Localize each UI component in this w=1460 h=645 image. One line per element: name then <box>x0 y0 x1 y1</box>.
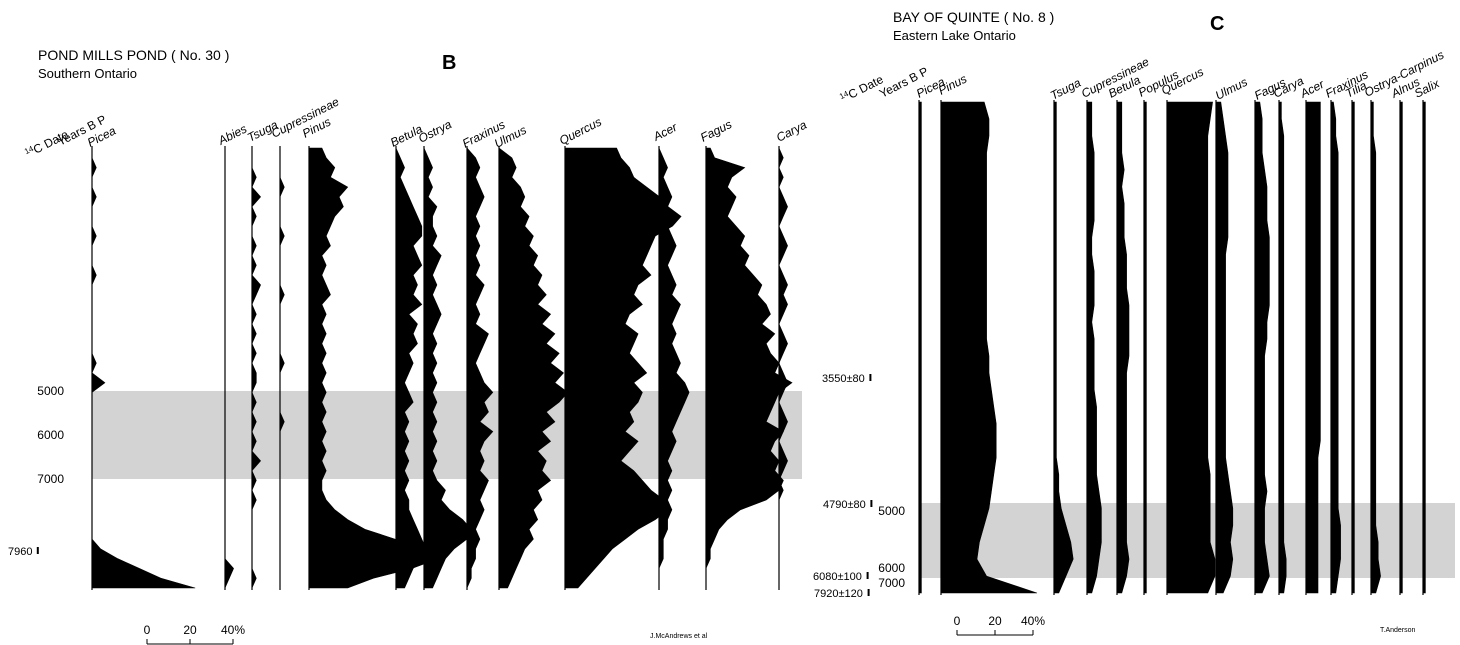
panel-b-pinus-curve <box>308 147 439 589</box>
panel-c-title: BAY OF QUINTE ( No. 8 ) <box>893 9 1054 25</box>
panel-c-scale-label: 0 <box>954 614 961 628</box>
panel-b-fraxinus-curve <box>466 147 494 589</box>
panel-b-date-marker <box>36 547 39 554</box>
panel-c-acer-curve <box>1305 101 1321 594</box>
panel-c-year-tick-6000: 6000 <box>878 561 905 575</box>
panel-b-dates: 7960 <box>8 546 39 558</box>
panel-b-fagus-curve <box>705 147 793 588</box>
panel-c-date-marker <box>870 500 873 507</box>
panel-b-scale-bar: 0 20 40% <box>144 623 245 645</box>
panel-c-quercus-curve <box>1166 101 1216 594</box>
panel-b-acer-label: Acer <box>650 120 680 145</box>
panel-b-abies-label: Abies <box>215 122 249 149</box>
panel-b-year-tick-7000: 7000 <box>37 472 64 486</box>
panel-c-tsuga-curve <box>1053 101 1074 594</box>
panel-c-cupressineae-curve <box>1086 101 1102 594</box>
panel-c-scale-label: 20 <box>988 614 1002 628</box>
panel-c-fagus-curve <box>1254 101 1270 594</box>
pollen-curves <box>91 100 1426 595</box>
panel-b-shaded-band <box>92 391 802 479</box>
panel-b-cupressineae-curve <box>279 148 285 588</box>
panel-c-year-tick-5000: 5000 <box>878 504 905 518</box>
panel-b-year-tick-5000: 5000 <box>37 384 64 398</box>
panel-b-tsuga-curve <box>251 148 261 589</box>
panel-c-date-label: 3550±80 <box>822 373 865 385</box>
panel-c-pinus-curve <box>940 101 1038 594</box>
panel-c-fraxinus-curve <box>1330 101 1341 594</box>
panel-b-carya-curve <box>778 147 788 588</box>
panel-b-subtitle: Southern Ontario <box>38 66 137 81</box>
panel-b-acer-curve <box>658 147 690 588</box>
panel-c-date-label: 4790±80 <box>823 499 866 511</box>
panel-b-carya-label: Carya <box>774 118 809 145</box>
panel-b-ostrya-curve <box>423 147 472 589</box>
panel-c-ulmus-curve <box>1215 101 1234 594</box>
panel-c-scale-bar: 0 20 40% <box>954 614 1045 636</box>
panel-c-betula-curve <box>1116 101 1130 594</box>
panel-b-scale-label: 0 <box>144 623 151 637</box>
panel-c-date-marker <box>866 572 869 579</box>
panel-c-carya-curve <box>1278 101 1287 594</box>
panel-c-date-marker <box>869 374 872 381</box>
panel-c-quercus-label: Quercus <box>1159 65 1206 98</box>
panel-b-picea-curve <box>91 148 196 589</box>
panel-c-scale-label: 40% <box>1021 614 1045 628</box>
panel-b-label: B <box>442 52 456 74</box>
panel-b-title: POND MILLS POND ( No. 30 ) <box>38 47 229 63</box>
panel-c-dates: 3550±80 4790±80 6080±100 7920±120 <box>813 373 873 600</box>
panel-c-ostrya-carpinus-curve <box>1370 101 1381 594</box>
panel-c-subtitle: Eastern Lake Ontario <box>893 28 1016 43</box>
panel-c-date-marker <box>867 589 870 596</box>
panel-c-label: C <box>1210 13 1224 35</box>
panel-b-quercus-curve <box>564 147 682 589</box>
panel-b-ulmus-curve <box>498 147 569 589</box>
panel-b-abies-curve <box>224 148 234 589</box>
panel-b-scale-label: 40% <box>221 623 245 637</box>
panel-b-ostrya-label: Ostrya <box>416 117 454 146</box>
panel-c-date-label: 6080±100 <box>813 571 862 583</box>
panel-b-credit: J.McAndrews et al <box>650 633 708 640</box>
panel-b-date-label: 7960 <box>8 546 32 558</box>
panel-c-credit: T.Anderson <box>1380 627 1416 634</box>
panel-b-quercus-label: Quercus <box>557 115 604 148</box>
panel-c-year-tick-7000: 7000 <box>878 576 905 590</box>
panel-b-betula-curve <box>395 147 427 589</box>
panel-b-year-tick-6000: 6000 <box>37 428 64 442</box>
panel-b-year-ticks: 5000 6000 7000 <box>37 384 64 486</box>
panel-c-ulmus-label: Ulmus <box>1213 75 1250 103</box>
panel-b-scale-label: 20 <box>183 623 197 637</box>
panel-c-date-label: 7920±120 <box>814 588 863 600</box>
panel-b-fagus-label: Fagus <box>698 117 734 145</box>
panel-c-tsuga-label: Tsuga <box>1048 75 1083 102</box>
